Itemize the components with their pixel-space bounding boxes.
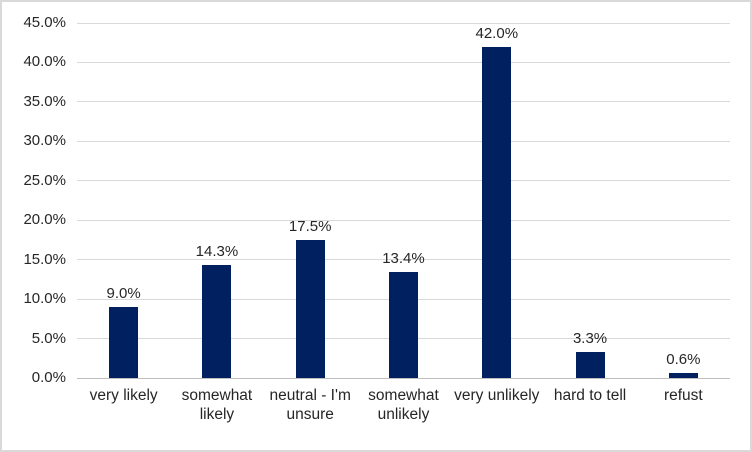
x-axis-category-label: hard to tell (553, 387, 627, 404)
x-axis-category-label: somewhat likely (181, 387, 253, 423)
x-axis-category-label: very likely (89, 387, 158, 404)
x-axis-category-label: neutral - I'm unsure (269, 387, 351, 423)
x-axis-category-label: very unlikely (454, 387, 540, 404)
y-axis-tick-label: 5.0% (31, 329, 66, 347)
gridline (77, 140, 730, 142)
bar-value-label: 13.4% (382, 250, 425, 268)
y-axis-tick-label: 15.0% (23, 250, 66, 268)
gridline (77, 101, 730, 103)
bar-value-label: 3.3% (572, 329, 608, 347)
bar-value-label: 9.0% (106, 285, 141, 302)
bar-very-likely[interactable] (109, 307, 139, 378)
gridline (77, 180, 730, 182)
x-axis-category-label: somewhat unlikely (368, 387, 439, 423)
y-axis-tick-label: 25.0% (23, 171, 66, 189)
gridline (77, 219, 730, 221)
y-axis-tick-label: 30.0% (23, 132, 66, 150)
bar-somewhat-unlikely[interactable] (389, 272, 418, 378)
bar-somewhat-likely[interactable] (202, 265, 232, 378)
bar-very-unlikely[interactable] (482, 46, 512, 378)
bar-refust[interactable] (668, 373, 698, 378)
y-axis-tick-label: 40.0% (23, 53, 66, 71)
bar-value-label: 0.6% (666, 351, 701, 369)
y-axis-tick-label: 10.0% (23, 290, 66, 308)
bar-value-label: 17.5% (288, 217, 332, 235)
bar-neutral-i-m-unsure[interactable] (295, 239, 325, 378)
y-axis-tick-label: 0.0% (31, 369, 66, 386)
y-axis-tick-label: 45.0% (23, 14, 66, 31)
gridline (77, 61, 730, 63)
bar-value-label: 14.3% (195, 243, 239, 261)
bar-value-label: 42.0% (475, 24, 519, 42)
y-axis-tick-label: 20.0% (23, 211, 66, 229)
gridline (77, 22, 730, 24)
bar-hard-to-tell[interactable] (575, 351, 605, 378)
gridline (77, 259, 730, 261)
y-axis-tick-label: 35.0% (23, 92, 66, 110)
x-axis-category-label: refust (663, 387, 703, 404)
x-axis-line (77, 377, 730, 379)
